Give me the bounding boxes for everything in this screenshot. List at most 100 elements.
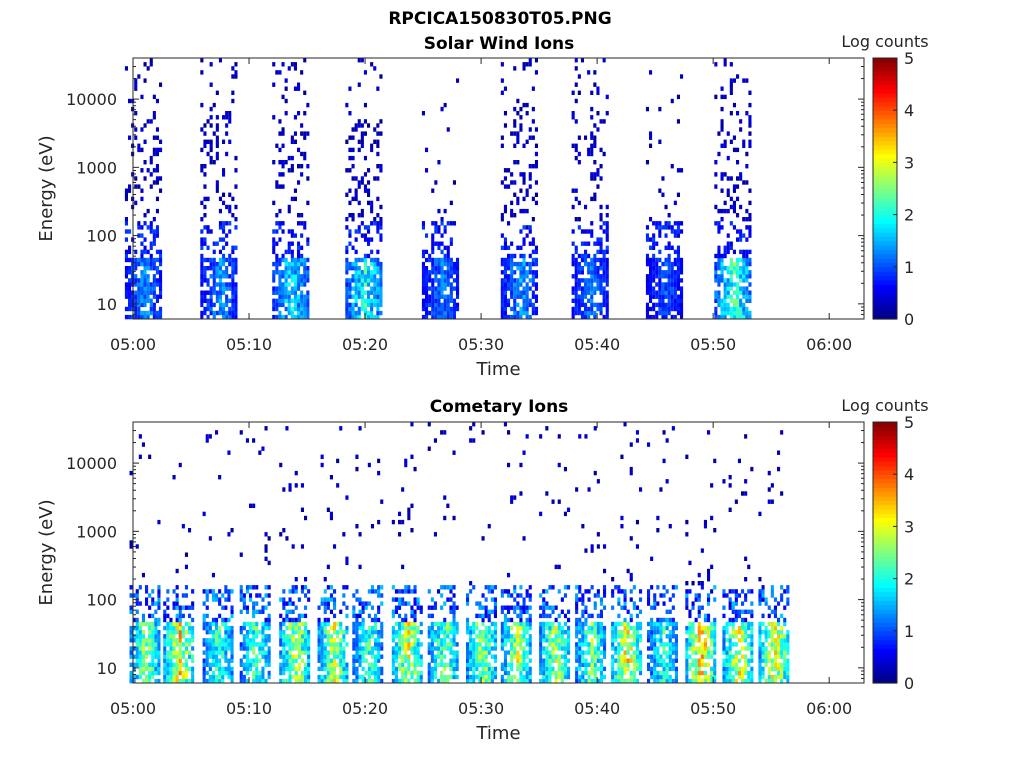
- heatmap-cell: [320, 621, 324, 627]
- heatmap-cell: [554, 605, 558, 610]
- heatmap-cell: [181, 662, 185, 667]
- heatmap-cell: [275, 266, 279, 271]
- heatmap-cell: [239, 670, 243, 676]
- heatmap-cell: [159, 294, 163, 299]
- heatmap-cell: [264, 654, 268, 659]
- heatmap-cell: [135, 658, 139, 663]
- heatmap-cell: [355, 642, 359, 647]
- heatmap-cell: [571, 298, 575, 303]
- heatmap-cell: [522, 274, 526, 279]
- heatmap-cell: [279, 642, 283, 647]
- heatmap-cell: [602, 290, 606, 295]
- heatmap-cell: [563, 621, 567, 627]
- heatmap-cell: [394, 670, 398, 676]
- heatmap-cell: [425, 286, 429, 291]
- heatmap-cell: [664, 270, 668, 275]
- heatmap-cell: [647, 621, 651, 627]
- heatmap-cell: [620, 646, 624, 651]
- heatmap-cell: [200, 282, 204, 287]
- heatmap-cell: [155, 278, 159, 283]
- heatmap-cell: [617, 670, 621, 676]
- colorbar-segment: [873, 140, 897, 146]
- heatmap-cell: [652, 278, 656, 283]
- heatmap-cell: [354, 314, 358, 320]
- heatmap-cell: [255, 670, 259, 676]
- heatmap-cell: [367, 123, 371, 128]
- heatmap-cell: [373, 139, 377, 144]
- heatmap-cell: [209, 261, 213, 267]
- heatmap-cell: [224, 666, 228, 672]
- heatmap-cell: [175, 601, 179, 606]
- heatmap-cell: [542, 674, 546, 680]
- heatmap-cell: [717, 245, 721, 250]
- heatmap-cell: [227, 666, 231, 672]
- heatmap-cell: [358, 609, 362, 614]
- heatmap-cell: [234, 298, 238, 303]
- heatmap-cell: [333, 605, 337, 610]
- heatmap-cell: [354, 192, 358, 197]
- heatmap-cell: [590, 638, 594, 643]
- heatmap-cell: [287, 245, 291, 250]
- heatmap-cell: [154, 630, 158, 635]
- heatmap-cell: [163, 634, 167, 639]
- heatmap-cell: [493, 666, 497, 672]
- heatmap-cell: [306, 270, 310, 275]
- heatmap-cell: [279, 625, 283, 631]
- heatmap-cell: [191, 654, 195, 659]
- heatmap-cell: [358, 532, 362, 537]
- heatmap-cell: [306, 164, 310, 169]
- heatmap-cell: [593, 196, 597, 202]
- heatmap-cell: [370, 257, 374, 263]
- heatmap-cell: [410, 662, 414, 667]
- heatmap-cell: [513, 270, 517, 275]
- heatmap-cell: [351, 274, 355, 279]
- heatmap-cell: [732, 204, 736, 210]
- heatmap-cell: [685, 630, 689, 635]
- heatmap-cell: [580, 257, 584, 263]
- heatmap-cell: [367, 314, 371, 320]
- heatmap-cell: [596, 678, 600, 684]
- heatmap-cell: [427, 650, 431, 655]
- heatmap-cell: [291, 674, 295, 680]
- heatmap-cell: [148, 638, 152, 643]
- colorbar-segment: [873, 232, 897, 237]
- heatmap-cell: [373, 127, 377, 132]
- heatmap-cell: [437, 245, 441, 250]
- heatmap-cell: [729, 270, 733, 275]
- heatmap-cell: [425, 147, 429, 153]
- heatmap-cell: [352, 654, 356, 659]
- heatmap-cell: [658, 188, 662, 193]
- heatmap-cell: [443, 270, 447, 275]
- heatmap-cell: [433, 670, 437, 676]
- heatmap-cell: [138, 654, 142, 659]
- heatmap-cell: [425, 314, 429, 320]
- heatmap-cell: [551, 630, 555, 635]
- heatmap-cell: [493, 601, 497, 606]
- heatmap-cell: [500, 609, 504, 614]
- heatmap-cell: [221, 650, 225, 655]
- heatmap-cell: [175, 585, 179, 590]
- heatmap-cell: [339, 650, 343, 655]
- heatmap-cell: [284, 257, 288, 263]
- heatmap-cell: [352, 621, 356, 627]
- heatmap-cell: [291, 666, 295, 672]
- heatmap-cell: [175, 630, 179, 635]
- heatmap-cell: [297, 306, 301, 312]
- heatmap-cell: [670, 225, 674, 230]
- colorbar-segment: [873, 266, 897, 272]
- heatmap-cell: [668, 662, 672, 667]
- heatmap-cell: [560, 638, 564, 643]
- heatmap-cell: [360, 221, 364, 226]
- heatmap-cell: [584, 229, 588, 234]
- heatmap-cell: [580, 310, 584, 316]
- heatmap-cell: [377, 470, 381, 476]
- heatmap-cell: [557, 621, 561, 627]
- heatmap-cell: [245, 654, 249, 659]
- heatmap-cell: [645, 274, 649, 279]
- heatmap-cell: [135, 630, 139, 635]
- heatmap-cell: [215, 241, 219, 246]
- heatmap-cell: [336, 662, 340, 667]
- heatmap-cell: [140, 257, 144, 263]
- heatmap-cell: [599, 306, 603, 312]
- heatmap-cell: [212, 257, 216, 263]
